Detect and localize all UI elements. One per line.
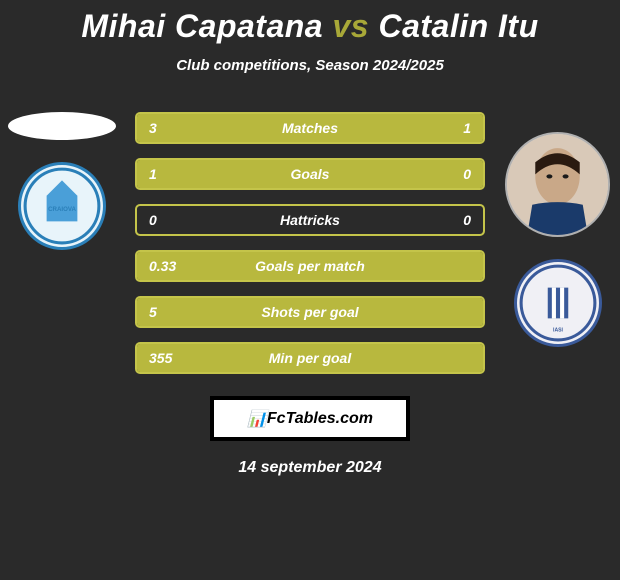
stat-value-left: 5: [149, 304, 157, 320]
vs-text: vs: [332, 8, 369, 44]
stat-value-left: 355: [149, 350, 172, 366]
stat-label: Hattricks: [280, 212, 340, 228]
stat-label: Shots per goal: [261, 304, 358, 320]
stat-value-right: 0: [463, 166, 471, 182]
stat-row: 1 0 Goals: [135, 158, 485, 190]
stat-label: Min per goal: [269, 350, 351, 366]
stat-value-left: 1: [149, 166, 157, 182]
stat-label: Matches: [282, 120, 338, 136]
stat-value-right: 1: [463, 120, 471, 136]
stat-row: 3 1 Matches: [135, 112, 485, 144]
stat-row: 5 Shots per goal: [135, 296, 485, 328]
date-text: 14 september 2024: [0, 459, 620, 477]
stat-value-left: 3: [149, 120, 157, 136]
player1-club-badge: CRAIOVA: [18, 162, 106, 250]
stat-row: 0.33 Goals per match: [135, 250, 485, 282]
stats-bars: 3 1 Matches 1 0 Goals 0 0 Hattricks 0.33 Goals per…: [135, 112, 485, 374]
svg-text:CRAIOVA: CRAIOVA: [48, 206, 76, 213]
stat-row: 355 Min per goal: [135, 342, 485, 374]
player2-name: Catalin Itu: [378, 8, 538, 44]
stat-fill-left: [137, 114, 397, 142]
left-player-column: CRAIOVA: [8, 112, 116, 250]
svg-text:IASI: IASI: [553, 328, 564, 334]
main-content: CRAIOVA: [0, 112, 620, 477]
chart-icon: 📊: [247, 409, 267, 429]
stat-row: 0 0 Hattricks: [135, 204, 485, 236]
stat-value-left: 0.33: [149, 258, 176, 274]
comparison-title: Mihai Capatana vs Catalin Itu: [0, 8, 620, 45]
right-player-column: IASI: [505, 132, 610, 347]
stat-label: Goals: [291, 166, 330, 182]
stat-label: Goals per match: [255, 258, 365, 274]
subtitle: Club competitions, Season 2024/2025: [0, 57, 620, 74]
player1-photo: [8, 112, 116, 140]
player2-photo: [505, 132, 610, 237]
stat-value-right: 0: [463, 212, 471, 228]
player1-name: Mihai Capatana: [81, 8, 323, 44]
watermark-text: FcTables.com: [267, 410, 373, 428]
player2-club-badge: IASI: [514, 259, 602, 347]
watermark-badge: 📊 FcTables.com: [210, 396, 410, 441]
stat-value-left: 0: [149, 212, 157, 228]
